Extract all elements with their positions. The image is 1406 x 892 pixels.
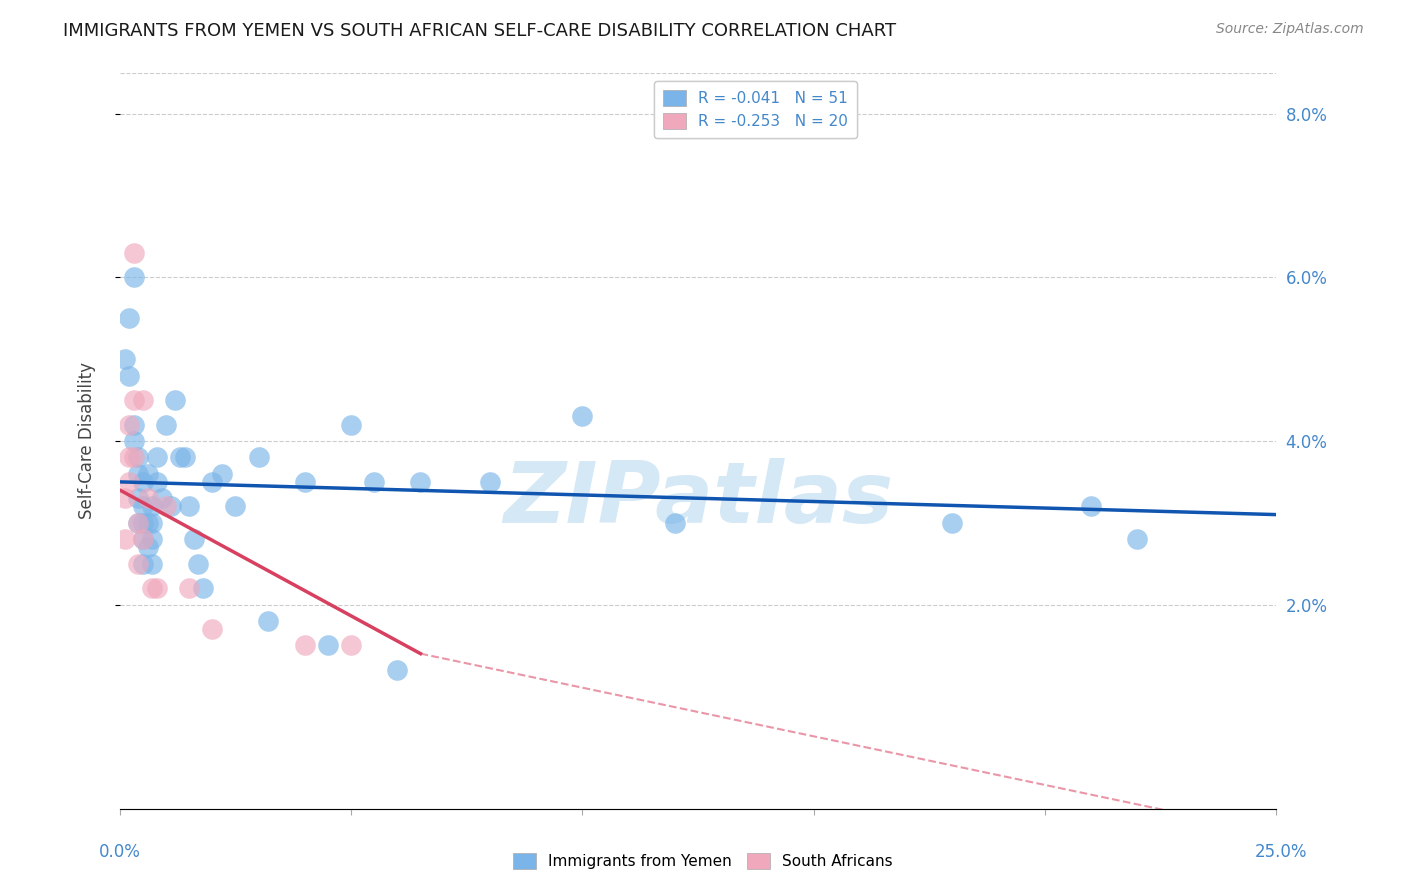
Point <box>141 532 163 546</box>
Point <box>122 450 145 465</box>
Point <box>118 417 141 432</box>
Point <box>150 491 173 506</box>
Point <box>122 434 145 448</box>
Point <box>132 516 155 530</box>
Point <box>1080 500 1102 514</box>
Point <box>118 475 141 489</box>
Point <box>155 417 177 432</box>
Point <box>294 475 316 489</box>
Point <box>340 417 363 432</box>
Point <box>132 475 155 489</box>
Text: 25.0%: 25.0% <box>1256 843 1308 861</box>
Point <box>155 500 177 514</box>
Point <box>146 581 169 595</box>
Point <box>122 246 145 260</box>
Point <box>201 622 224 636</box>
Point <box>141 557 163 571</box>
Point <box>409 475 432 489</box>
Point <box>127 450 149 465</box>
Point <box>173 450 195 465</box>
Point <box>294 639 316 653</box>
Point <box>122 393 145 408</box>
Point <box>201 475 224 489</box>
Point <box>141 516 163 530</box>
Point <box>159 500 181 514</box>
Point <box>122 417 145 432</box>
Point <box>122 270 145 285</box>
Point <box>141 581 163 595</box>
Point <box>114 352 136 367</box>
Point <box>136 516 159 530</box>
Point <box>118 311 141 326</box>
Point <box>179 500 201 514</box>
Y-axis label: Self-Care Disability: Self-Care Disability <box>79 362 96 519</box>
Point <box>127 467 149 481</box>
Point <box>1126 532 1149 546</box>
Point <box>141 500 163 514</box>
Legend: Immigrants from Yemen, South Africans: Immigrants from Yemen, South Africans <box>508 847 898 875</box>
Point <box>257 614 280 628</box>
Point <box>127 557 149 571</box>
Point <box>127 516 149 530</box>
Point <box>169 450 191 465</box>
Point <box>387 663 409 677</box>
Point <box>363 475 385 489</box>
Point <box>132 532 155 546</box>
Point <box>179 581 201 595</box>
Point <box>187 557 209 571</box>
Point <box>211 467 233 481</box>
Point <box>340 639 363 653</box>
Point <box>114 491 136 506</box>
Point <box>183 532 205 546</box>
Point <box>136 467 159 481</box>
Legend: R = -0.041   N = 51, R = -0.253   N = 20: R = -0.041 N = 51, R = -0.253 N = 20 <box>654 80 858 138</box>
Point <box>146 475 169 489</box>
Point <box>127 491 149 506</box>
Point <box>132 557 155 571</box>
Point <box>114 532 136 546</box>
Point <box>316 639 339 653</box>
Point <box>191 581 214 595</box>
Point <box>664 516 686 530</box>
Point <box>941 516 963 530</box>
Point <box>478 475 501 489</box>
Point <box>165 393 187 408</box>
Point <box>136 541 159 555</box>
Text: ZIPatlas: ZIPatlas <box>503 458 893 541</box>
Point <box>224 500 246 514</box>
Point <box>118 450 141 465</box>
Point <box>136 491 159 506</box>
Point <box>132 500 155 514</box>
Text: IMMIGRANTS FROM YEMEN VS SOUTH AFRICAN SELF-CARE DISABILITY CORRELATION CHART: IMMIGRANTS FROM YEMEN VS SOUTH AFRICAN S… <box>63 22 897 40</box>
Point <box>132 393 155 408</box>
Point <box>146 450 169 465</box>
Text: Source: ZipAtlas.com: Source: ZipAtlas.com <box>1216 22 1364 37</box>
Point <box>127 516 149 530</box>
Point <box>571 409 593 424</box>
Point <box>247 450 270 465</box>
Point <box>118 368 141 383</box>
Text: 0.0%: 0.0% <box>98 843 141 861</box>
Point <box>132 532 155 546</box>
